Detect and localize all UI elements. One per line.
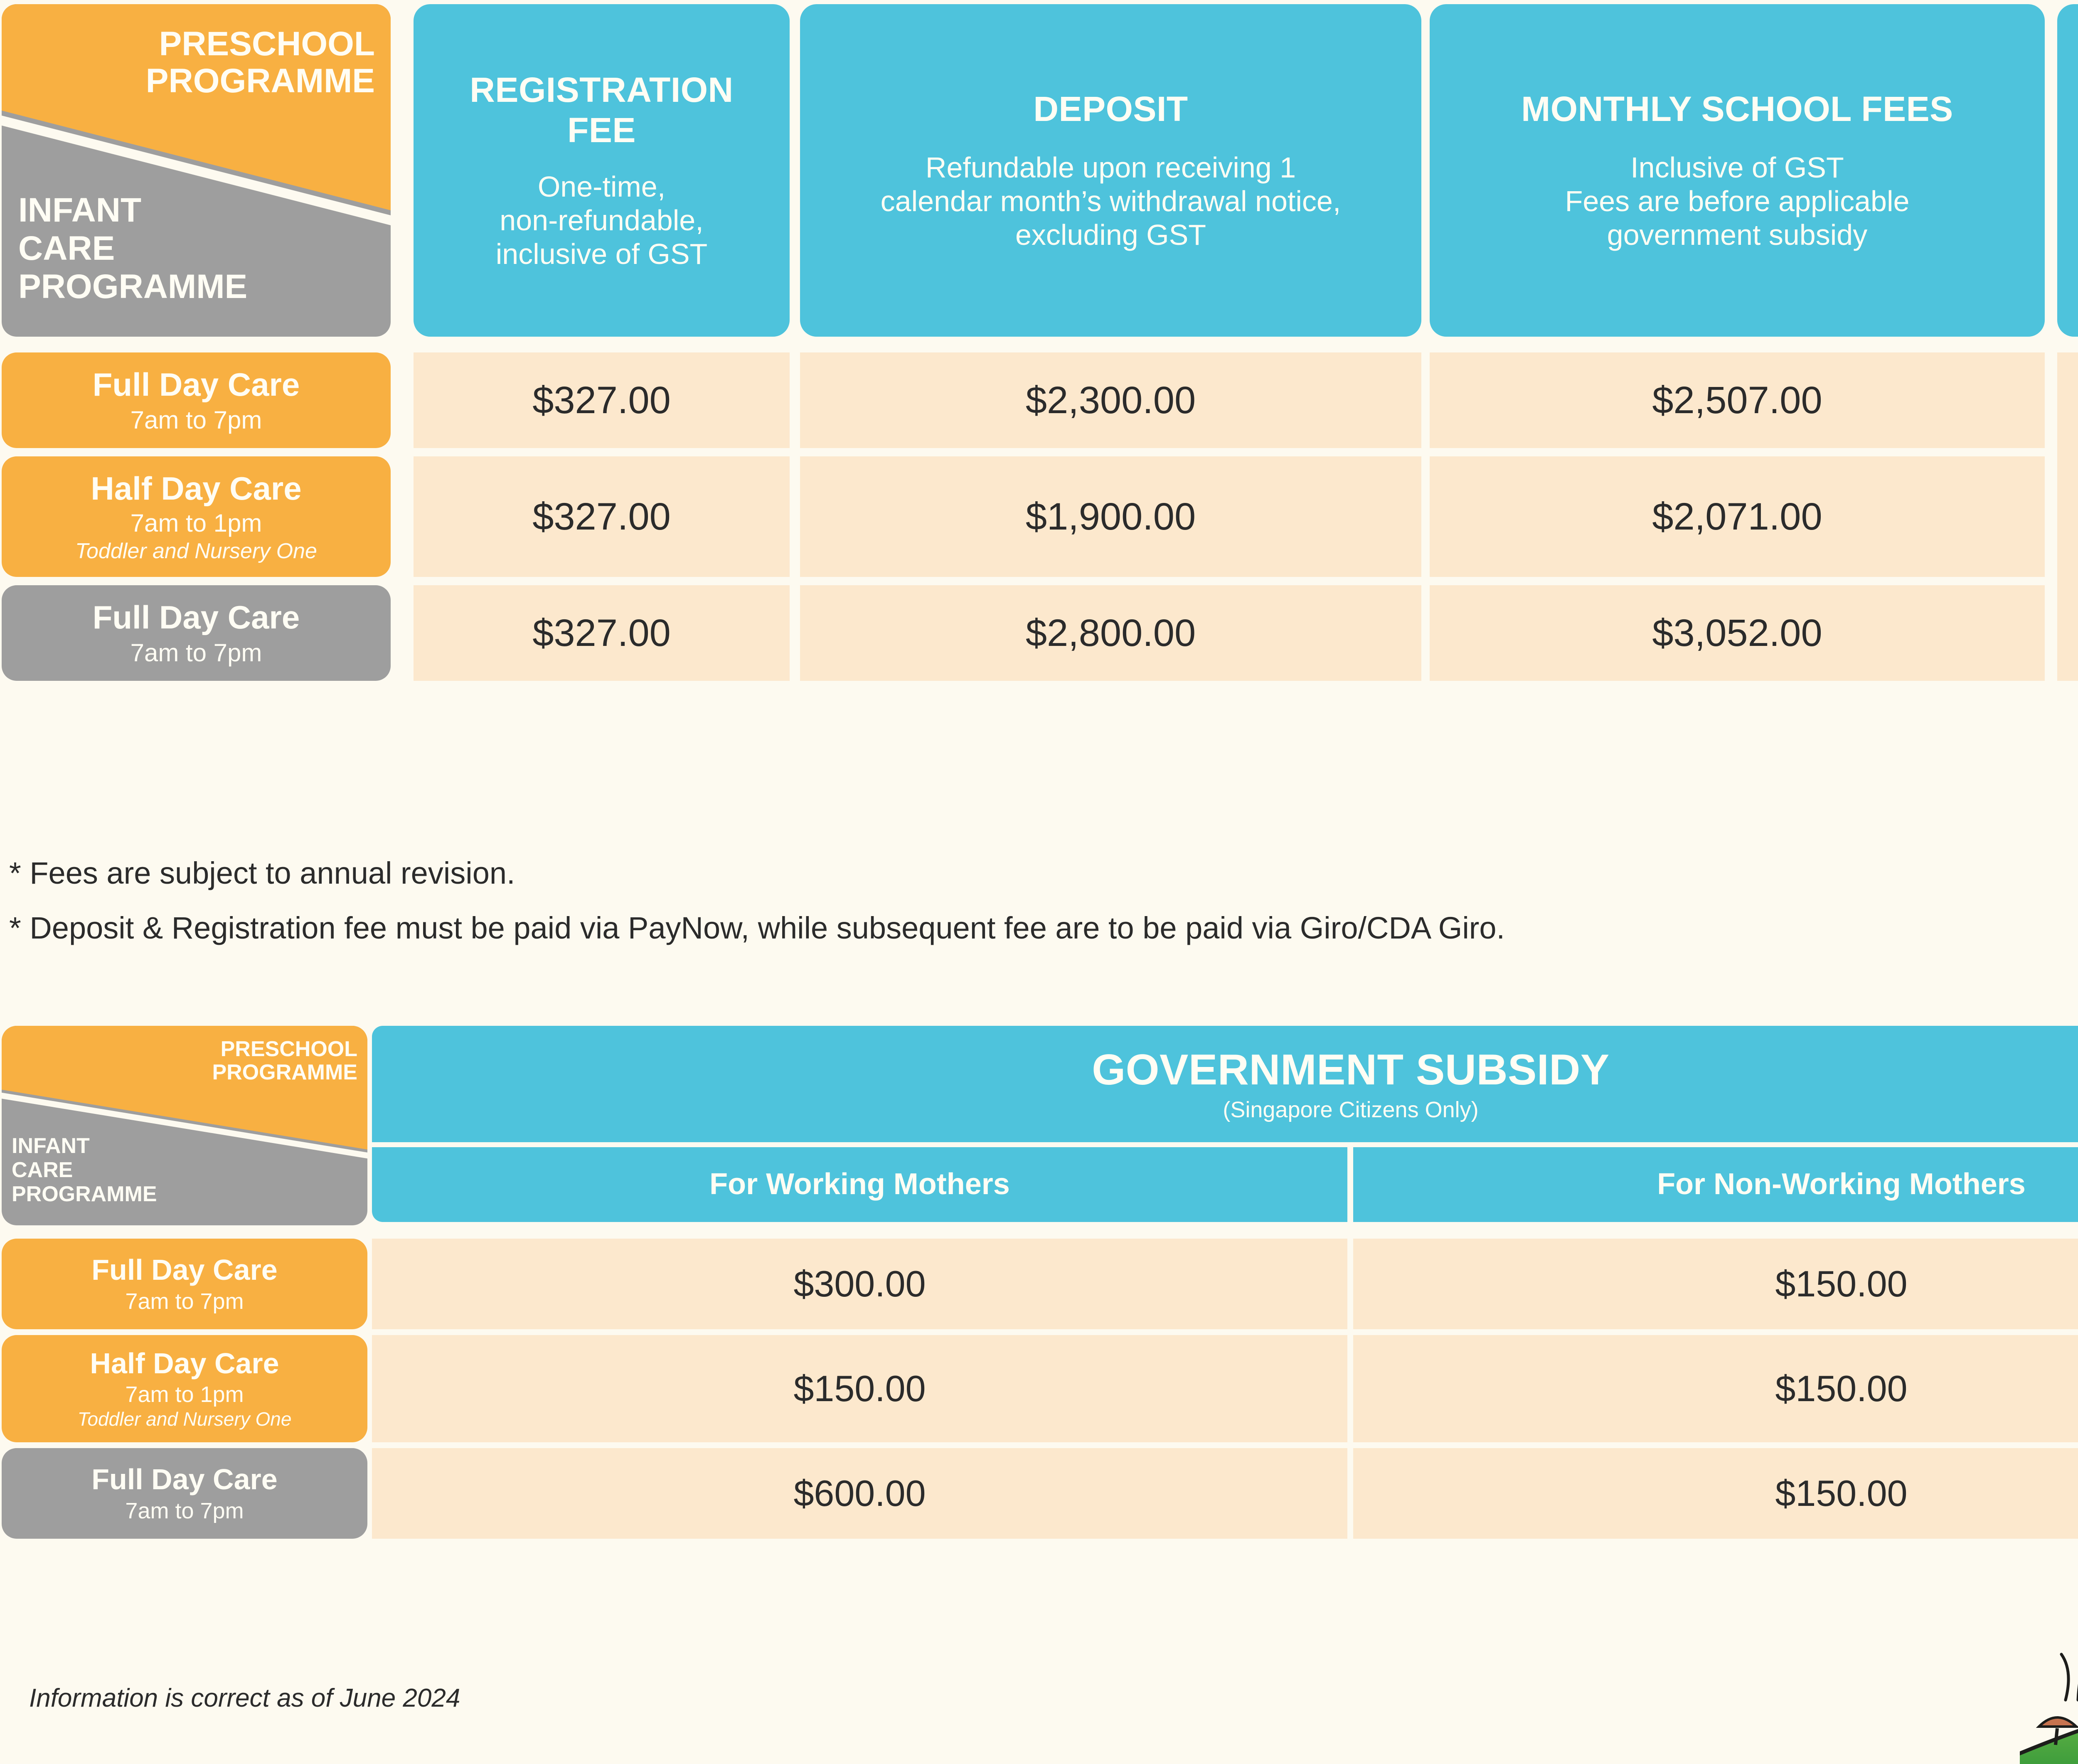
corner-infant-line2: CARE [12,1158,73,1183]
row-label-sub: 7am to 7pm [125,1289,244,1314]
footnote-annual-revision: * Fees are subject to annual revision. [9,856,515,890]
cell-registration-fee-row3: $327.00 [414,585,790,681]
header-sub-line1: One-time, [537,170,666,203]
corner-infant-line3: PROGRAMME [18,267,248,305]
corner-infant-label: INFANT CARE PROGRAMME [18,191,334,305]
cell-childs-insurance: $10.90 [2057,352,2078,681]
row-label-title: Half Day Care [90,1347,279,1380]
corner-preschool-line2: PROGRAMME [145,62,375,100]
corner-preschool-line1: PRESCHOOL [159,25,375,63]
row-label-full-day-care-preschool: Full Day Care 7am to 7pm [2,352,391,448]
corner-preschool-label: PRESCHOOL PROGRAMME [84,25,375,100]
footnote-payment-methods: * Deposit & Registration fee must be pai… [9,911,1505,945]
row-label-title: Full Day Care [92,599,300,636]
row-label-sub: 7am to 1pm [130,509,262,537]
header-monthly-school-fees: MONTHLY SCHOOL FEES Inclusive of GST Fee… [1430,4,2045,337]
subsidy-cell-working-row2: $150.00 [372,1335,1347,1442]
row-label-title: Half Day Care [91,470,302,507]
row-label-sub: 7am to 7pm [130,406,262,434]
cell-monthly-fees-row1: $2,507.00 [1430,352,2045,448]
subsidy-subtitle: (Singapore Citizens Only) [1223,1097,1479,1122]
subsidy-cell-working-row1: $300.00 [372,1239,1347,1329]
cell-deposit-row2: $1,900.00 [800,456,1421,577]
grass-hill [2020,1729,2078,1764]
subsidy-cell-non-working-row1: $150.00 [1353,1239,2078,1329]
row-label-half-day-care-preschool: Half Day Care 7am to 1pm Toddler and Nur… [2,456,391,577]
row-label-sub: 7am to 7pm [130,639,262,667]
corner-infant-label: INFANT CARE PROGRAMME [12,1134,269,1207]
header-sub-line3: inclusive of GST [495,238,708,271]
mushroom [2036,1716,2078,1745]
footer-information-date: Information is correct as of June 2024 [29,1684,460,1712]
header-sub-line3: government subsidy [1607,219,1868,251]
corner-preschool-line1: PRESCHOOL [220,1037,357,1061]
header-sub-line1: Refundable upon receiving 1 [925,151,1296,184]
hill-flowers [2036,1716,2078,1745]
corner-infant-line1: INFANT [18,191,142,229]
cell-deposit-row1: $2,300.00 [800,352,1421,448]
header-sub-line2: calendar month’s withdrawal notice, [880,185,1341,218]
corner-infant-line1: INFANT [12,1134,90,1158]
cell-monthly-fees-row3: $3,052.00 [1430,585,2045,681]
subsidy-cell-non-working-row2: $150.00 [1353,1335,2078,1442]
row-label-title: Full Day Care [91,1254,278,1286]
subsidy-title: GOVERNMENT SUBSIDY [1092,1046,1610,1094]
row-label-title: Full Day Care [91,1463,278,1496]
hill-foliage [2060,1653,2078,1702]
subsidy-col-working-mothers: For Working Mothers [372,1147,1347,1222]
row-label-title: Full Day Care [92,366,300,403]
corner-preschool-line2: PROGRAMME [212,1060,357,1085]
header-sub-line3: excluding GST [1015,219,1206,251]
header-sub-line1: Inclusive of GST [1630,151,1844,184]
row-label-sub: 7am to 1pm [125,1382,244,1407]
row-label-note: Toddler and Nursery One [75,539,317,563]
row-label-full-day-care-infant: Full Day Care 7am to 7pm [2,585,391,681]
header-sub-line2: Fees are before applicable [1565,185,1910,218]
subsidy-title-band: GOVERNMENT SUBSIDY (Singapore Citizens O… [372,1026,2078,1142]
header-deposit: DEPOSIT Refundable upon receiving 1 cale… [800,4,1421,337]
header-title-line1: DEPOSIT [1033,89,1188,128]
header-title-line2: FEE [567,111,636,150]
subsidy-col-non-working-mothers: For Non-Working Mothers [1353,1147,2078,1222]
programme-corner-header: PRESCHOOL PROGRAMME INFANT CARE PROGRAMM… [2,4,391,337]
subsidy-row-label-half-day-care-preschool: Half Day Care 7am to 1pm Toddler and Nur… [2,1335,367,1442]
subsidy-row-label-full-day-care-infant: Full Day Care 7am to 7pm [2,1448,367,1539]
subsidy-row-label-full-day-care-preschool: Full Day Care 7am to 7pm [2,1239,367,1329]
cell-monthly-fees-row2: $2,071.00 [1430,456,2045,577]
header-title-line1: MONTHLY SCHOOL FEES [1521,89,1953,128]
row-label-note: Toddler and Nursery One [77,1408,292,1430]
cell-registration-fee-row1: $327.00 [414,352,790,448]
header-registration-fee: REGISTRATION FEE One-time, non-refundabl… [414,4,790,337]
header-title-line1: REGISTRATION [470,70,734,109]
subsidy-cell-non-working-row3: $150.00 [1353,1448,2078,1539]
subsidy-cell-working-row3: $600.00 [372,1448,1347,1539]
corner-preschool-label: PRESCHOOL PROGRAMME [91,1037,357,1084]
header-childs-insurance: CHILD’S INSURANCE Per calendar year, inc… [2057,4,2078,337]
cell-deposit-row3: $2,800.00 [800,585,1421,681]
subsidy-programme-corner-header: PRESCHOOL PROGRAMME INFANT CARE PROGRAMM… [2,1026,367,1225]
corner-infant-line3: PROGRAMME [12,1182,157,1207]
corner-infant-line2: CARE [18,229,115,267]
cell-registration-fee-row2: $327.00 [414,456,790,577]
header-sub-line2: non-refundable, [500,204,704,237]
row-label-sub: 7am to 7pm [125,1498,244,1524]
